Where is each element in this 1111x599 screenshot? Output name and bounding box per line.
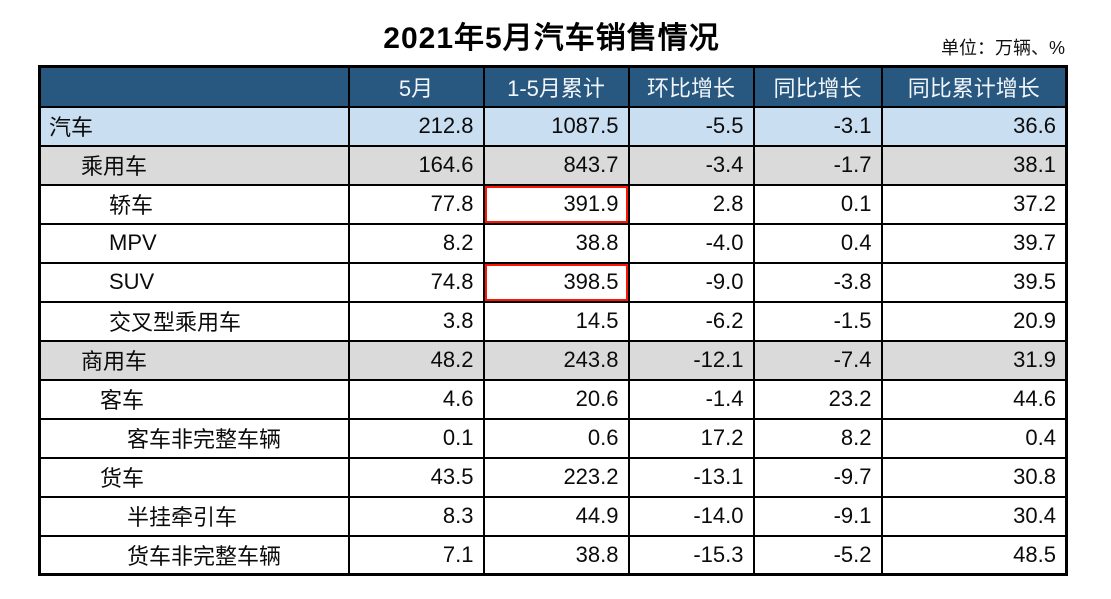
cell: -9.0 [627, 261, 755, 303]
cell-highlighted: 391.9 [482, 183, 630, 225]
row-passenger-vehicle: 乘用车 164.6 843.7 -3.4 -1.7 38.1 [38, 144, 1068, 186]
cell: 0.4 [880, 417, 1068, 459]
col-header-mom-growth: 环比增长 [627, 65, 755, 108]
row-commercial-vehicle: 商用车 48.2 243.8 -12.1 -7.4 31.9 [38, 339, 1068, 381]
cell: 30.4 [880, 495, 1068, 537]
sales-table: 5月 1-5月累计 环比增长 同比增长 同比累计增长 汽车 212.8 1087… [38, 65, 1068, 576]
cell: 20.9 [880, 300, 1068, 342]
cell: -9.1 [752, 495, 883, 537]
cell-value: 398.5 [563, 269, 619, 294]
cell: 0.1 [752, 183, 883, 225]
cell: 44.9 [482, 495, 630, 537]
cell: 31.9 [880, 339, 1068, 381]
cell: 0.1 [347, 417, 485, 459]
cell: -6.2 [627, 300, 755, 342]
row-label: 乘用车 [38, 144, 350, 186]
cell: 39.7 [880, 222, 1068, 264]
cell: 38.8 [482, 222, 630, 264]
cell: 48.2 [347, 339, 485, 381]
row-bus: 客车 4.6 20.6 -1.4 23.2 44.6 [38, 378, 1068, 420]
cell: 38.8 [482, 534, 630, 576]
row-semi-trailer: 半挂牵引车 8.3 44.9 -14.0 -9.1 30.4 [38, 495, 1068, 537]
cell: 20.6 [482, 378, 630, 420]
cell: -1.4 [627, 378, 755, 420]
cell: -1.5 [752, 300, 883, 342]
cell: 39.5 [880, 261, 1068, 303]
row-label: 商用车 [38, 339, 350, 381]
cell: -13.1 [627, 456, 755, 498]
row-label: 轿车 [38, 183, 350, 225]
row-label: 半挂牵引车 [38, 495, 350, 537]
cell: 3.8 [347, 300, 485, 342]
cell: -3.1 [752, 105, 883, 147]
row-truck-incomplete: 货车非完整车辆 7.1 38.8 -15.3 -5.2 48.5 [38, 534, 1068, 576]
col-header-cumulative: 1-5月累计 [482, 65, 630, 108]
cell: -7.4 [752, 339, 883, 381]
cell: 14.5 [482, 300, 630, 342]
cell: -12.1 [627, 339, 755, 381]
row-label: 客车非完整车辆 [38, 417, 350, 459]
cell: 38.1 [880, 144, 1068, 186]
cell: 7.1 [347, 534, 485, 576]
cell: -3.8 [752, 261, 883, 303]
row-label: 货车非完整车辆 [38, 534, 350, 576]
cell: -3.4 [627, 144, 755, 186]
cell: -5.2 [752, 534, 883, 576]
row-sedan: 轿车 77.8 391.9 2.8 0.1 37.2 [38, 183, 1068, 225]
row-label: SUV [38, 261, 350, 303]
row-bus-incomplete: 客车非完整车辆 0.1 0.6 17.2 8.2 0.4 [38, 417, 1068, 459]
row-mpv: MPV 8.2 38.8 -4.0 0.4 39.7 [38, 222, 1068, 264]
cell: 8.3 [347, 495, 485, 537]
row-crossover: 交叉型乘用车 3.8 14.5 -6.2 -1.5 20.9 [38, 300, 1068, 342]
cell: 36.6 [880, 105, 1068, 147]
page-title: 2021年5月汽车销售情况 [383, 22, 720, 55]
cell: -1.7 [752, 144, 883, 186]
row-label: 货车 [38, 456, 350, 498]
cell: 1087.5 [482, 105, 630, 147]
unit-note: 单位：万辆、% [940, 38, 1065, 58]
cell: -9.7 [752, 456, 883, 498]
cell: 243.8 [482, 339, 630, 381]
cell: 164.6 [347, 144, 485, 186]
cell: 223.2 [482, 456, 630, 498]
cell: 23.2 [752, 378, 883, 420]
cell: -4.0 [627, 222, 755, 264]
cell: 17.2 [627, 417, 755, 459]
cell: 843.7 [482, 144, 630, 186]
cell: -14.0 [627, 495, 755, 537]
cell: -5.5 [627, 105, 755, 147]
col-header-category [38, 65, 350, 108]
cell: 37.2 [880, 183, 1068, 225]
row-label: 汽车 [38, 105, 350, 147]
cell: 0.6 [482, 417, 630, 459]
cell: 77.8 [347, 183, 485, 225]
cell: 2.8 [627, 183, 755, 225]
cell: 48.5 [880, 534, 1068, 576]
col-header-may: 5月 [347, 65, 485, 108]
row-label: 交叉型乘用车 [38, 300, 350, 342]
cell: 30.8 [880, 456, 1068, 498]
cell: 0.4 [752, 222, 883, 264]
cell: -15.3 [627, 534, 755, 576]
cell-highlighted: 398.5 [482, 261, 630, 303]
header-row: 5月 1-5月累计 环比增长 同比增长 同比累计增长 [38, 65, 1068, 108]
row-auto-total: 汽车 212.8 1087.5 -5.5 -3.1 36.6 [38, 105, 1068, 147]
cell: 74.8 [347, 261, 485, 303]
cell: 8.2 [347, 222, 485, 264]
cell-value: 391.9 [563, 191, 619, 216]
row-label: MPV [38, 222, 350, 264]
cell: 8.2 [752, 417, 883, 459]
col-header-yoy-growth: 同比增长 [752, 65, 883, 108]
cell: 44.6 [880, 378, 1068, 420]
cell: 212.8 [347, 105, 485, 147]
col-header-yoy-cumulative-growth: 同比累计增长 [880, 65, 1068, 108]
cell: 4.6 [347, 378, 485, 420]
row-label: 客车 [38, 378, 350, 420]
row-suv: SUV 74.8 398.5 -9.0 -3.8 39.5 [38, 261, 1068, 303]
cell: 43.5 [347, 456, 485, 498]
row-truck: 货车 43.5 223.2 -13.1 -9.7 30.8 [38, 456, 1068, 498]
